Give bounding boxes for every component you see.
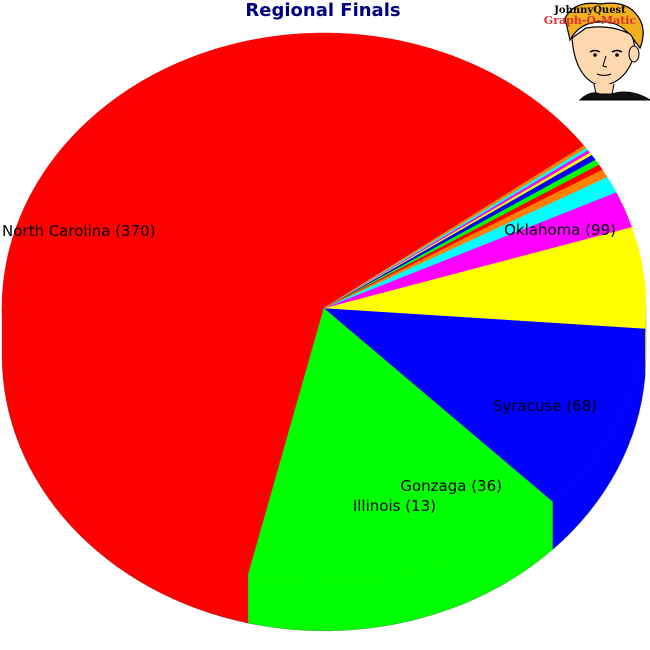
- pie-label-3: Gonzaga (36): [400, 477, 502, 495]
- pie-label-2: Syracuse (68): [493, 397, 597, 415]
- pie-label-1: Oklahoma (99): [504, 221, 616, 239]
- logo-line2: Graph-O-Matic: [544, 14, 637, 27]
- graph-o-matic-logo: JohnnyQuest Graph-O-Matic: [544, 3, 650, 100]
- pie-top-layer: [2, 33, 646, 583]
- pie-label-0: North Carolina (370): [2, 222, 156, 240]
- chart-title: Regional Finals: [245, 0, 400, 21]
- pie-label-4: Illinois (13): [353, 497, 436, 515]
